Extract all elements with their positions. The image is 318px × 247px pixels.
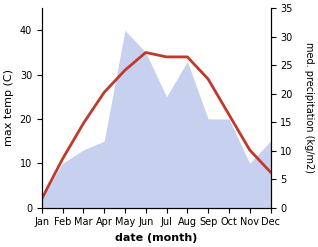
X-axis label: date (month): date (month) [115,233,197,243]
Y-axis label: med. precipitation (kg/m2): med. precipitation (kg/m2) [304,42,314,173]
Y-axis label: max temp (C): max temp (C) [4,69,14,146]
